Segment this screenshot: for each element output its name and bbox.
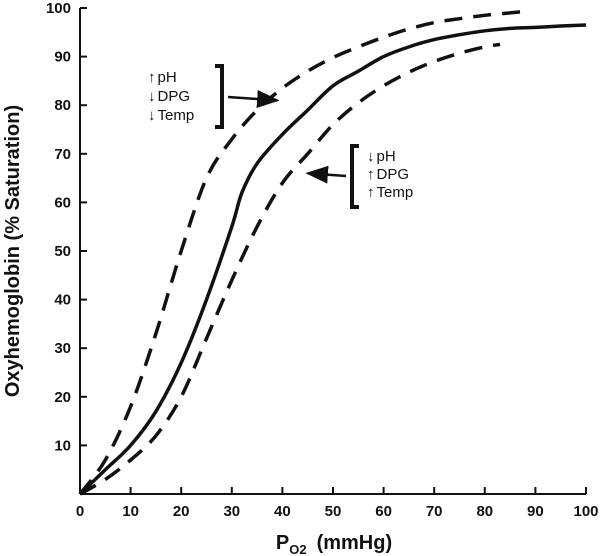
y-tick-label: 20: [54, 389, 71, 406]
x-tick-label: 50: [325, 503, 342, 520]
annotation-layer: ↑ pH↓ DPG↓ Temp↓ pH↑ DPG↑ Temp: [148, 64, 413, 209]
annotation-line: ↓ pH: [367, 148, 396, 165]
annotation-label: Temp: [377, 184, 414, 201]
y-tick-label: 30: [54, 340, 71, 357]
annotation-right-shift: ↓ pH↑ DPG↑ Temp: [305, 144, 413, 209]
y-ticks: 10 20 30 40 50 60 70 80 90 100: [46, 0, 87, 454]
x-tick-label: 80: [476, 503, 493, 520]
y-tick-label: 80: [54, 97, 71, 114]
annotation-arrow: [227, 89, 280, 108]
annotation-line: ↓ Temp: [148, 107, 194, 124]
x-tick-label: 0: [76, 503, 84, 520]
annotation-label: DPG: [377, 166, 410, 183]
annotation-line: ↓ DPG: [148, 88, 190, 105]
y-tick-label: 50: [54, 243, 71, 260]
y-tick-label: 10: [54, 437, 71, 454]
annotation-bracket: [350, 144, 359, 209]
x-tick-label: 90: [527, 503, 544, 520]
y-tick-label: 100: [46, 0, 71, 17]
x-tick-label: 20: [173, 503, 190, 520]
x-tick-label: 70: [426, 503, 443, 520]
annotation-bracket: [215, 64, 224, 129]
y-tick-label: 40: [54, 292, 71, 309]
x-tick-label: 100: [573, 503, 598, 520]
y-tick-label: 90: [54, 49, 71, 66]
annotation-arrow: [305, 165, 347, 184]
y-axis-title: Oxyhemoglobin (% Saturation): [2, 105, 24, 397]
x-tick-label: 60: [375, 503, 392, 520]
annotation-label: Temp: [158, 107, 195, 124]
x-tick-label: 30: [223, 503, 240, 520]
annotation-direction-arrow: ↑: [148, 69, 156, 86]
x-axis-title-main: P: [276, 532, 289, 554]
series-line-1-solid: [78, 23, 587, 496]
axes: [79, 8, 586, 495]
series-line-3-dashed: [79, 42, 501, 496]
series-line-2-dashed: [78, 9, 526, 496]
y-tick-label: 70: [54, 146, 71, 163]
annotation-label: DPG: [158, 88, 191, 105]
annotation-line: ↑ DPG: [367, 166, 409, 183]
x-ticks: 0 10 20 30 40 50 60 70 80 90 100: [76, 487, 599, 520]
annotation-direction-arrow: ↓: [148, 88, 156, 105]
x-axis-title-subscript: O2: [289, 542, 306, 556]
annotation-direction-arrow: ↑: [367, 184, 375, 201]
annotation-line: ↑ Temp: [367, 184, 413, 201]
x-axis-title-unit: (mmHg): [317, 532, 393, 554]
x-tick-label: 10: [122, 503, 139, 520]
annotation-line: ↑ pH: [148, 69, 177, 86]
annotation-direction-arrow: ↑: [367, 166, 375, 183]
x-tick-label: 40: [274, 503, 291, 520]
annotation-label: pH: [158, 69, 177, 86]
x-axis-title: PO2 (mmHg): [276, 532, 392, 556]
y-tick-label: 60: [54, 194, 71, 211]
annotation-left-shift: ↑ pH↓ DPG↓ Temp: [148, 64, 280, 129]
annotation-direction-arrow: ↓: [367, 148, 375, 165]
annotation-direction-arrow: ↓: [148, 107, 156, 124]
annotation-label: pH: [377, 148, 396, 165]
series-layer: [78, 9, 587, 496]
